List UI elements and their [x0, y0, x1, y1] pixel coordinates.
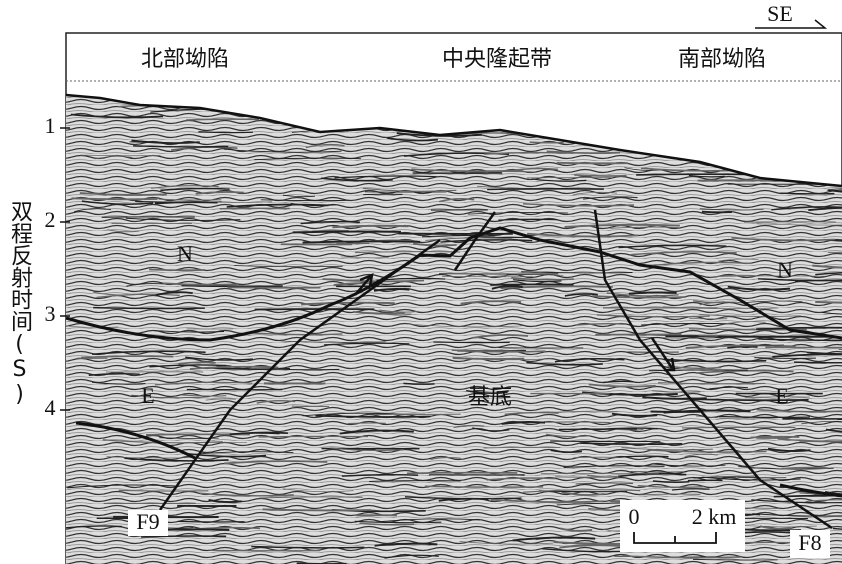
seismic-trace — [629, 293, 677, 294]
y-tick-label: 3 — [45, 301, 56, 326]
seismic-trace — [376, 414, 426, 415]
seismic-trace — [407, 473, 517, 474]
seismic-trace — [403, 383, 434, 384]
seismic-trace — [348, 423, 386, 424]
seismic-trace — [186, 119, 259, 120]
unit-label: N — [777, 257, 793, 282]
unit-label: E — [141, 383, 154, 408]
seismic-trace — [182, 285, 283, 286]
scale-label: 0 — [629, 504, 640, 529]
region-label: 南部坳陷 — [678, 47, 766, 72]
seismic-figure: SE 北部坳陷 中央隆起带 南部坳陷 N N E E 基底 F9 F8 0 2 … — [0, 0, 842, 564]
unit-label: 基底 — [468, 385, 512, 410]
fault-label: F8 — [798, 530, 821, 555]
seismic-trace — [119, 490, 209, 491]
region-label: 北部坳陷 — [141, 47, 229, 72]
seismic-trace — [102, 217, 195, 218]
fault-label: F9 — [136, 509, 159, 534]
seismic-trace — [815, 302, 842, 303]
direction: SE — [767, 1, 793, 26]
seismic-trace — [178, 521, 244, 522]
seismic-trace — [72, 198, 158, 199]
seismic-trace — [702, 212, 732, 213]
seismic-trace — [682, 427, 795, 428]
y-tick-label: 2 — [45, 207, 56, 232]
seismic-trace — [530, 142, 564, 143]
seismic-trace — [490, 284, 573, 285]
seismic-trace — [293, 232, 401, 233]
region-label: 中央隆起带 — [442, 47, 552, 72]
seismic-trace — [259, 436, 368, 437]
y-tick-label: 4 — [45, 395, 56, 420]
seismic-trace — [149, 270, 205, 271]
seismic-trace — [781, 193, 835, 194]
seismic-trace — [453, 358, 524, 359]
seismic-trace — [636, 174, 754, 175]
seismic-trace — [794, 362, 842, 363]
seismic-trace — [751, 437, 800, 438]
seismic-trace — [303, 241, 421, 242]
seismic-trace — [263, 509, 371, 510]
axis-label: 双程反射时间(S) — [6, 200, 36, 407]
y-tick-label: 1 — [45, 113, 56, 138]
seismic-trace — [93, 308, 205, 309]
page: SE 北部坳陷 中央隆起带 南部坳陷 N N E E 基底 F9 F8 0 2 … — [0, 0, 842, 564]
unit-label: E — [775, 383, 788, 408]
unit-label: N — [177, 241, 193, 266]
scale-label: 2 km — [692, 504, 737, 529]
seismic-trace — [487, 189, 604, 190]
seismic-trace — [557, 163, 628, 164]
seismic-trace — [433, 342, 509, 343]
